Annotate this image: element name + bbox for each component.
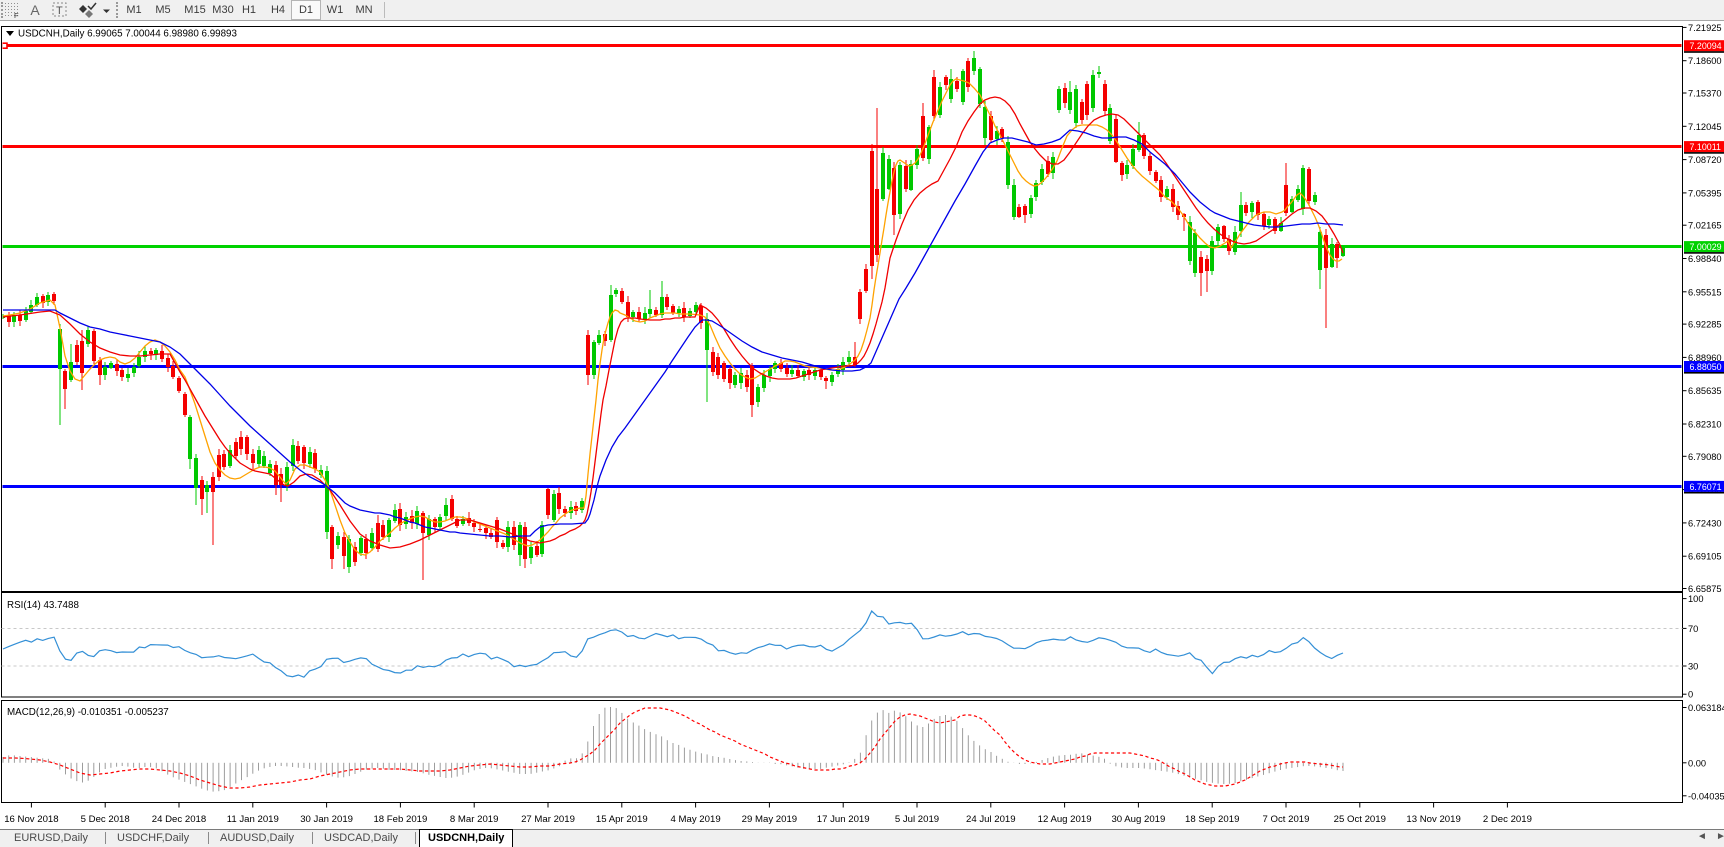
svg-text:6.82310: 6.82310 (1688, 420, 1722, 430)
svg-text:6.95515: 6.95515 (1688, 287, 1722, 297)
svg-text:30: 30 (1688, 662, 1698, 672)
svg-text:RSI(14) 43.7488: RSI(14) 43.7488 (7, 600, 79, 611)
svg-text:25 Oct 2019: 25 Oct 2019 (1334, 814, 1386, 825)
svg-text:0.00: 0.00 (1688, 758, 1706, 768)
svg-text:24 Dec 2018: 24 Dec 2018 (152, 814, 206, 825)
svg-text:6.92285: 6.92285 (1688, 320, 1722, 330)
svg-text:6.65875: 6.65875 (1688, 584, 1722, 594)
svg-text:6.85635: 6.85635 (1688, 386, 1722, 396)
svg-text:15 Apr 2019: 15 Apr 2019 (596, 814, 648, 825)
svg-text:USDCNH,Daily 6.99065 7.00044: USDCNH,Daily 6.99065 7.00044 6.98980 6.9… (18, 29, 237, 40)
svg-text:30 Jan 2019: 30 Jan 2019 (300, 814, 353, 825)
svg-text:100: 100 (1688, 594, 1704, 604)
svg-text:0.063184: 0.063184 (1688, 703, 1724, 713)
svg-text:6.72430: 6.72430 (1688, 518, 1722, 528)
svg-text:11 Jan 2019: 11 Jan 2019 (227, 814, 279, 825)
svg-text:-0.040355: -0.040355 (1688, 791, 1724, 801)
svg-text:18 Sep 2019: 18 Sep 2019 (1185, 814, 1239, 825)
svg-text:6.76071: 6.76071 (1690, 482, 1722, 492)
svg-text:7.20094: 7.20094 (1690, 41, 1722, 51)
svg-text:7.08720: 7.08720 (1688, 155, 1722, 165)
svg-text:6.88960: 6.88960 (1688, 353, 1722, 363)
svg-text:0: 0 (1688, 690, 1693, 700)
svg-text:6.98840: 6.98840 (1688, 254, 1722, 264)
svg-text:7.21925: 7.21925 (1688, 23, 1722, 33)
svg-text:6.69105: 6.69105 (1688, 552, 1722, 562)
svg-text:7.15370: 7.15370 (1688, 89, 1722, 99)
svg-text:8 Mar 2019: 8 Mar 2019 (450, 814, 499, 825)
svg-text:7.18600: 7.18600 (1688, 56, 1722, 66)
svg-text:7.00029: 7.00029 (1690, 242, 1722, 252)
svg-text:27 Mar 2019: 27 Mar 2019 (521, 814, 575, 825)
svg-text:F: F (14, 11, 19, 19)
svg-text:4 May 2019: 4 May 2019 (671, 814, 721, 825)
svg-text:5 Jul 2019: 5 Jul 2019 (895, 814, 939, 825)
svg-text:7.05395: 7.05395 (1688, 188, 1722, 198)
svg-text:16 Nov 2018: 16 Nov 2018 (4, 814, 58, 825)
svg-text:30 Aug 2019: 30 Aug 2019 (1111, 814, 1165, 825)
svg-text:18 Feb 2019: 18 Feb 2019 (373, 814, 427, 825)
svg-text:7 Oct 2019: 7 Oct 2019 (1263, 814, 1310, 825)
svg-text:5 Dec 2018: 5 Dec 2018 (81, 814, 130, 825)
svg-text:12 Aug 2019: 12 Aug 2019 (1038, 814, 1092, 825)
svg-text:29 May 2019: 29 May 2019 (742, 814, 797, 825)
svg-text:MACD(12,26,9) -0.010351 -0.005: MACD(12,26,9) -0.010351 -0.005237 (7, 707, 169, 718)
svg-text:13 Nov 2019: 13 Nov 2019 (1406, 814, 1460, 825)
svg-text:7.12045: 7.12045 (1688, 122, 1722, 132)
svg-text:6.88050: 6.88050 (1690, 362, 1722, 372)
svg-text:6.79080: 6.79080 (1688, 452, 1722, 462)
svg-text:70: 70 (1688, 624, 1698, 634)
svg-text:17 Jun 2019: 17 Jun 2019 (817, 814, 870, 825)
svg-text:24 Jul 2019: 24 Jul 2019 (966, 814, 1016, 825)
svg-text:T: T (56, 5, 63, 17)
svg-text:7.02165: 7.02165 (1688, 221, 1722, 231)
svg-text:2 Dec 2019: 2 Dec 2019 (1483, 814, 1532, 825)
svg-text:7.10011: 7.10011 (1690, 142, 1721, 152)
